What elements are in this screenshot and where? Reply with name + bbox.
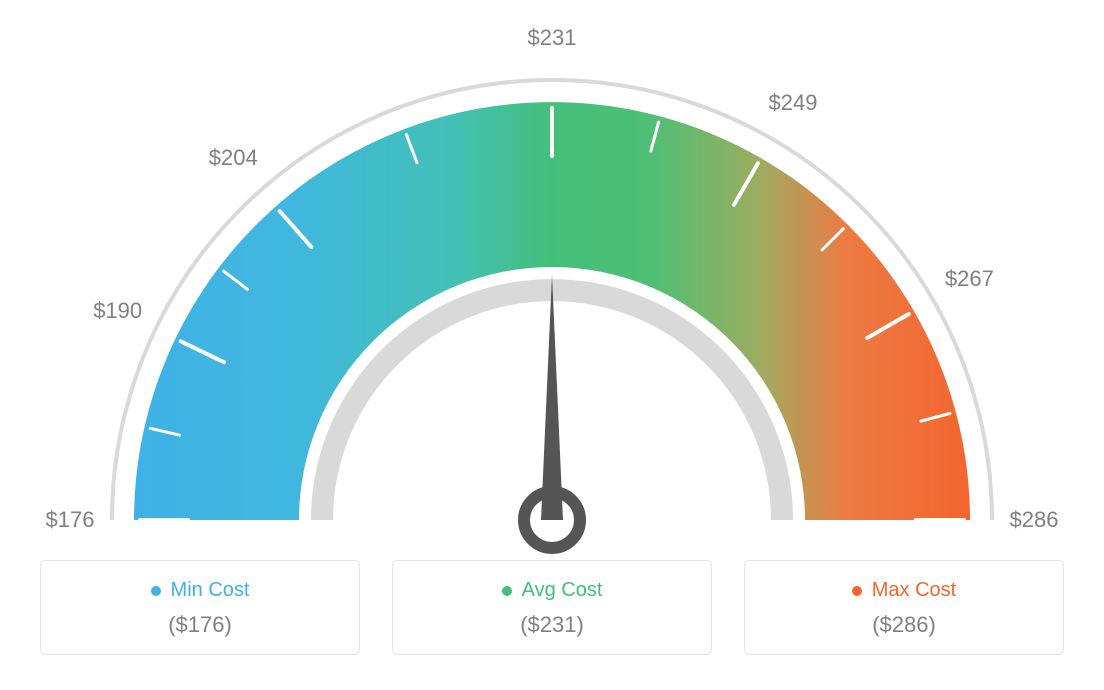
legend-title-text: Avg Cost	[522, 579, 603, 602]
legend-title-text: Min Cost	[171, 579, 250, 602]
gauge-tick-label: $231	[528, 25, 577, 51]
cost-gauge: $176 $190 $204 $231 $249 $267 $286	[0, 0, 1104, 560]
legend-value-max: ($286)	[755, 612, 1053, 638]
gauge-svg	[0, 0, 1104, 560]
gauge-tick-label: $176	[46, 507, 95, 533]
legend-dot-max	[852, 586, 862, 596]
legend-title-text: Max Cost	[872, 579, 956, 602]
gauge-tick-label: $190	[93, 298, 142, 324]
gauge-tick-label: $249	[769, 90, 818, 116]
legend-card-max: Max Cost ($286)	[744, 560, 1064, 655]
legend-row: Min Cost ($176) Avg Cost ($231) Max Cost…	[0, 560, 1104, 685]
legend-title-avg: Avg Cost	[502, 579, 603, 602]
legend-value-min: ($176)	[51, 612, 349, 638]
legend-value-avg: ($231)	[403, 612, 701, 638]
gauge-tick-label: $204	[209, 145, 258, 171]
legend-dot-avg	[502, 586, 512, 596]
legend-title-min: Min Cost	[151, 579, 250, 602]
gauge-tick-label: $286	[1010, 507, 1059, 533]
legend-card-min: Min Cost ($176)	[40, 560, 360, 655]
legend-dot-min	[151, 586, 161, 596]
legend-card-avg: Avg Cost ($231)	[392, 560, 712, 655]
gauge-tick-label: $267	[945, 266, 994, 292]
legend-title-max: Max Cost	[852, 579, 956, 602]
